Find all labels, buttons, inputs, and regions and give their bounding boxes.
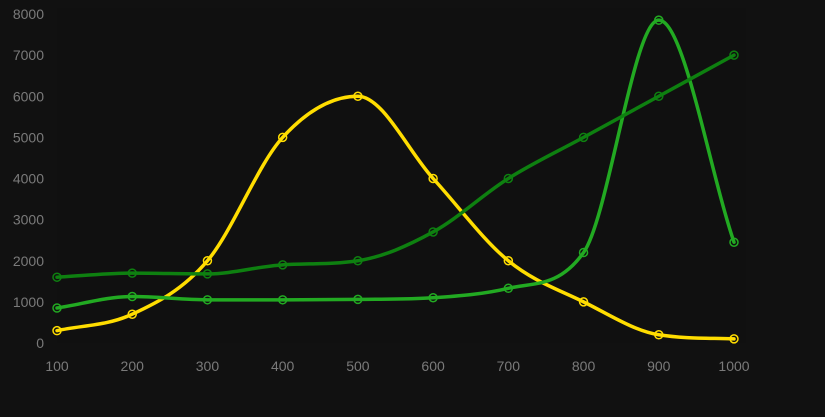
y-tick-label: 7000 xyxy=(13,47,44,63)
data-point-series-3-5[interactable] xyxy=(353,256,363,266)
data-point-series-1-7[interactable] xyxy=(503,256,514,266)
series-line-1 xyxy=(55,94,736,341)
series-line-2 xyxy=(55,18,736,310)
y-tick-label: 4000 xyxy=(13,171,44,187)
y-tick-label: 3000 xyxy=(13,212,44,228)
x-tick-label: 700 xyxy=(497,358,521,374)
x-tick-label: 200 xyxy=(121,358,145,374)
y-tick-label: 1000 xyxy=(13,294,44,310)
data-point-series-1-9[interactable] xyxy=(654,330,664,340)
data-point-series-1-8[interactable] xyxy=(578,297,589,307)
data-point-series-1-4[interactable] xyxy=(277,132,288,143)
y-tick-label: 0 xyxy=(36,335,44,351)
data-point-series-3-8[interactable] xyxy=(578,132,589,143)
data-point-series-1-3[interactable] xyxy=(202,256,213,266)
y-tick-label: 6000 xyxy=(13,88,44,104)
data-point-series-1-10[interactable] xyxy=(729,334,739,344)
data-point-series-1-6[interactable] xyxy=(428,173,438,184)
y-tick-label: 8000 xyxy=(13,6,44,22)
data-point-series-2-10[interactable] xyxy=(729,237,739,247)
data-point-series-2-1[interactable] xyxy=(52,303,62,313)
data-point-series-1-5[interactable] xyxy=(353,91,363,101)
y-tick-label: 2000 xyxy=(13,253,44,269)
x-tick-label: 900 xyxy=(647,358,671,374)
data-point-series-2-4[interactable] xyxy=(277,295,288,305)
x-tick-label: 500 xyxy=(346,358,370,374)
data-point-series-1-2[interactable] xyxy=(127,309,137,319)
x-tick-label: 1000 xyxy=(718,358,749,374)
x-tick-label: 400 xyxy=(271,358,295,374)
data-point-series-2-2[interactable] xyxy=(127,291,137,302)
data-point-series-2-5[interactable] xyxy=(353,294,363,305)
data-point-series-3-4[interactable] xyxy=(277,260,288,270)
data-point-series-3-10[interactable] xyxy=(729,50,739,60)
data-point-series-2-8[interactable] xyxy=(578,247,589,258)
plot-area xyxy=(57,8,746,343)
data-point-series-1-1[interactable] xyxy=(52,325,62,336)
x-tick-label: 600 xyxy=(421,358,445,374)
x-tick-label: 100 xyxy=(45,358,69,374)
x-tick-label: 800 xyxy=(572,358,596,374)
data-point-series-2-6[interactable] xyxy=(428,293,438,303)
data-point-series-3-9[interactable] xyxy=(654,91,664,101)
data-point-series-3-1[interactable] xyxy=(52,272,62,282)
data-point-series-2-3[interactable] xyxy=(202,295,213,305)
x-tick-label: 300 xyxy=(196,358,220,374)
data-point-series-3-6[interactable] xyxy=(428,227,438,237)
data-point-series-3-3[interactable] xyxy=(202,269,213,279)
data-point-series-3-7[interactable] xyxy=(503,173,514,184)
series-line-3 xyxy=(55,53,736,279)
y-tick-label: 5000 xyxy=(13,129,44,145)
data-point-series-2-9[interactable] xyxy=(654,15,664,25)
data-point-series-2-7[interactable] xyxy=(503,283,514,294)
data-point-series-3-2[interactable] xyxy=(127,268,137,278)
